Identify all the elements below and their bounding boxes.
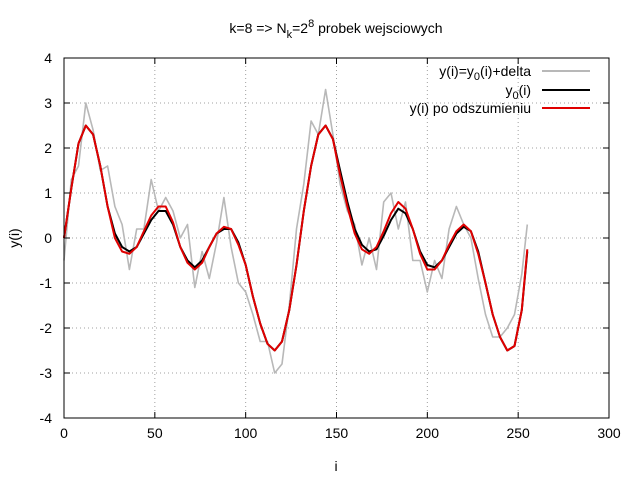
legend: y(i)=y0(i)+delta y0(i) y(i) po odszumien… xyxy=(410,63,590,116)
y-tick-label: 1 xyxy=(44,185,52,201)
y-tick-label: -1 xyxy=(40,275,53,291)
y-tick-label: -4 xyxy=(40,410,53,426)
chart-title-superscript: 8 xyxy=(308,18,314,30)
grid xyxy=(64,58,609,418)
axes: 0 50 100 150 200 250 300 -4 -3 -2 -1 0 1 2 3 4 xyxy=(40,50,621,441)
chart-title-main: k=8 => N xyxy=(229,20,286,36)
legend-label-clean-sub: 0 xyxy=(512,90,518,102)
chart-title-mid: =2 xyxy=(292,20,308,36)
x-tick-label: 0 xyxy=(60,425,68,441)
legend-label-noisy: y(i)=y0(i)+delta xyxy=(439,63,531,83)
y-tick-label: 4 xyxy=(44,50,52,66)
legend-label-clean: y0(i) xyxy=(505,82,531,102)
x-tick-label: 300 xyxy=(597,425,621,441)
x-tick-label: 100 xyxy=(234,425,258,441)
y-axis-label: y(i) xyxy=(6,228,22,247)
y-tick-label: -2 xyxy=(40,320,53,336)
x-tick-label: 200 xyxy=(416,425,440,441)
chart-title: k=8 => Nk=28 probek wejsciowych xyxy=(229,18,442,41)
legend-label-clean-tail: (i) xyxy=(519,82,531,98)
x-tick-label: 150 xyxy=(325,425,349,441)
y-tick-label: 0 xyxy=(44,230,52,246)
x-tick-label: 250 xyxy=(506,425,530,441)
chart-title-subscript: k xyxy=(287,29,293,41)
legend-label-noisy-main: y(i)=y xyxy=(439,63,474,79)
chart-title-tail: probek wejsciowych xyxy=(314,20,442,36)
y-tick-label: 2 xyxy=(44,140,52,156)
y-tick-label: -3 xyxy=(40,365,53,381)
series-line-denoised xyxy=(63,124,529,352)
series-line-noisy xyxy=(63,88,529,374)
x-axis-label: i xyxy=(334,458,337,474)
legend-label-noisy-sub: 0 xyxy=(474,71,480,83)
x-tick-label: 50 xyxy=(147,425,163,441)
legend-label-noisy-tail: (i)+delta xyxy=(480,63,531,79)
legend-label-denoised: y(i) po odszumieniu xyxy=(410,100,531,116)
legend-label-clean-main: y xyxy=(505,82,512,98)
y-tick-label: 3 xyxy=(44,95,52,111)
plot-area xyxy=(63,88,529,374)
